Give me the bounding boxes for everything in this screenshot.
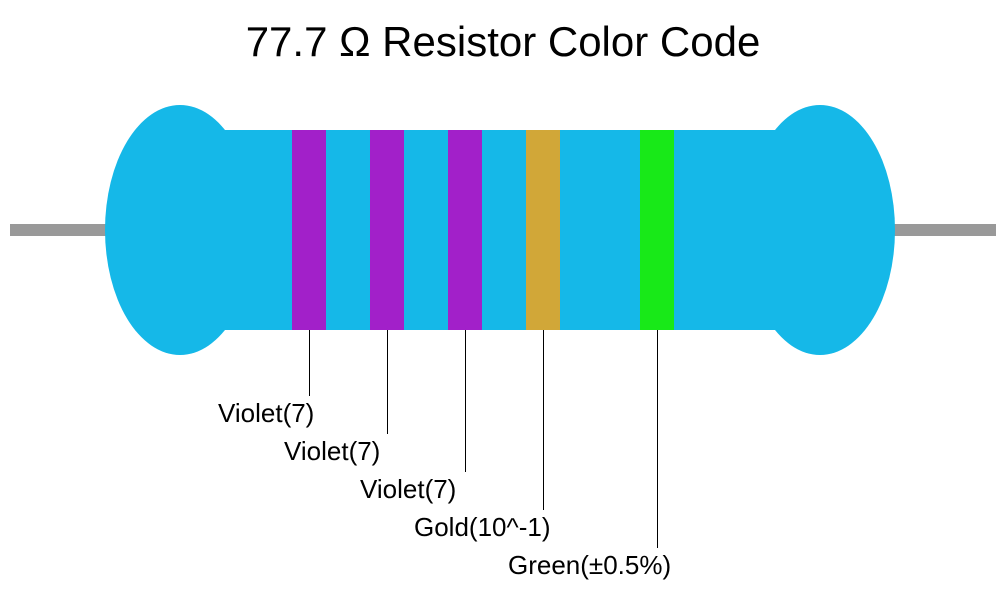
leader-2 [387, 330, 388, 434]
leader-3 [465, 330, 466, 472]
band-2 [370, 130, 404, 330]
band-3-label: Violet(7) [360, 474, 456, 505]
diagram-title: 77.7 Ω Resistor Color Code [0, 18, 1006, 66]
band-5 [640, 130, 674, 330]
resistor-diagram: 77.7 Ω Resistor Color Code Violet(7) Vio… [0, 0, 1006, 607]
band-1 [292, 130, 326, 330]
band-5-label: Green(±0.5%) [508, 550, 671, 581]
resistor-body [178, 130, 822, 330]
lead-right [881, 224, 996, 236]
leader-4 [543, 330, 544, 510]
band-3 [448, 130, 482, 330]
leader-5 [657, 330, 658, 548]
band-1-label: Violet(7) [218, 398, 314, 429]
leader-1 [309, 330, 310, 396]
band-4 [526, 130, 560, 330]
band-4-label: Gold(10^-1) [414, 512, 550, 543]
band-2-label: Violet(7) [284, 436, 380, 467]
